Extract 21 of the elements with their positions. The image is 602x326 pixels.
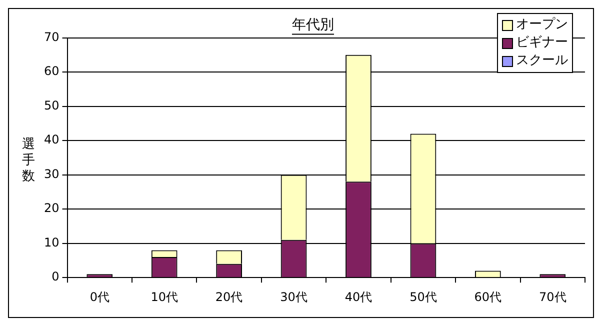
- x-tick-label: 20代: [215, 290, 243, 304]
- y-axis-title: 選手数: [21, 137, 36, 185]
- y-tick-label: 20: [44, 201, 60, 216]
- y-tick-label: 70: [44, 30, 60, 44]
- y-tick-label: 40: [44, 132, 60, 147]
- y-tick-label: 60: [44, 64, 60, 78]
- x-tick-label: 40代: [344, 290, 372, 304]
- legend-label: オープン: [516, 16, 568, 34]
- x-tick-label: 60代: [474, 290, 502, 304]
- y-tick-label: 30: [44, 166, 60, 181]
- x-tick-label: 50代: [410, 290, 437, 304]
- chart-title: 年代別: [292, 17, 334, 34]
- legend-label: スクール: [516, 52, 568, 70]
- x-tick-label: 0代: [90, 290, 110, 304]
- x-tick-label: 10代: [150, 290, 178, 304]
- x-tick-label: 70代: [539, 290, 566, 304]
- legend-label: ビギナー: [516, 34, 568, 52]
- x-tick-label: 30代: [280, 290, 308, 304]
- y-tick-label: 10: [44, 235, 60, 250]
- y-tick-label: 50: [44, 98, 60, 112]
- y-tick-label: 0: [52, 270, 60, 284]
